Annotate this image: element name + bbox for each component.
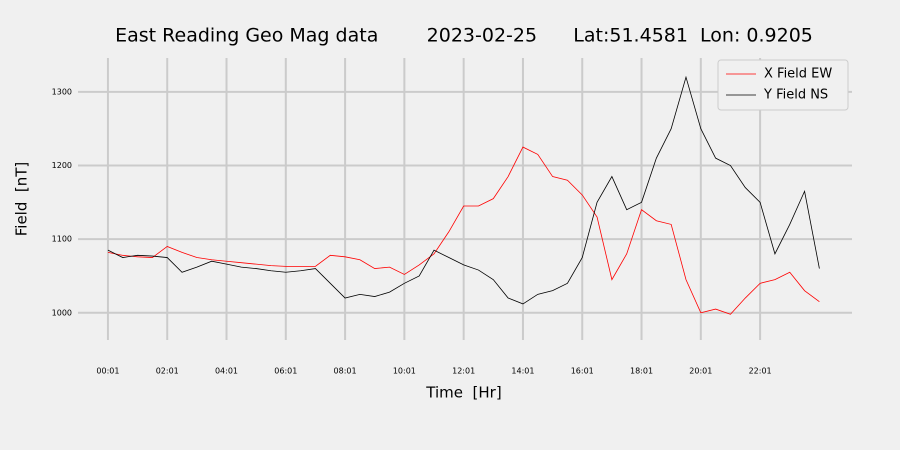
x-tick-label: 08:01 <box>334 367 357 376</box>
x-tick-label: 22:01 <box>749 367 772 376</box>
chart-title: East Reading Geo Mag data 2023-02-25 Lat… <box>115 25 813 47</box>
line-series <box>107 75 820 305</box>
x-tick-label: 16:01 <box>571 367 594 376</box>
legend-label: X Field EW <box>764 67 832 82</box>
x-tick-label: 14:01 <box>511 367 534 376</box>
x-tick-label: 18:01 <box>630 367 653 376</box>
x-tick-label: 12:01 <box>452 367 475 376</box>
y-tick-label: 1300 <box>52 87 72 96</box>
y-tick-label: 1000 <box>52 308 72 317</box>
line-series <box>107 146 820 315</box>
x-axis-label: Time [Hr] <box>425 384 501 402</box>
x-tick-label: 20:01 <box>689 367 712 376</box>
x-tick-label: 04:01 <box>215 367 238 376</box>
y-tick-label: 1200 <box>52 161 72 170</box>
x-tick-label: 10:01 <box>393 367 416 376</box>
y-axis-label: Field [nT] <box>13 162 31 237</box>
x-tick-label: 06:01 <box>274 367 297 376</box>
legend-box <box>717 59 849 111</box>
x-tick-label: 00:01 <box>96 367 119 376</box>
legend-label: Y Field NS <box>763 88 828 103</box>
y-tick-label: 1100 <box>52 235 72 244</box>
x-tick-label: 02:01 <box>156 367 179 376</box>
